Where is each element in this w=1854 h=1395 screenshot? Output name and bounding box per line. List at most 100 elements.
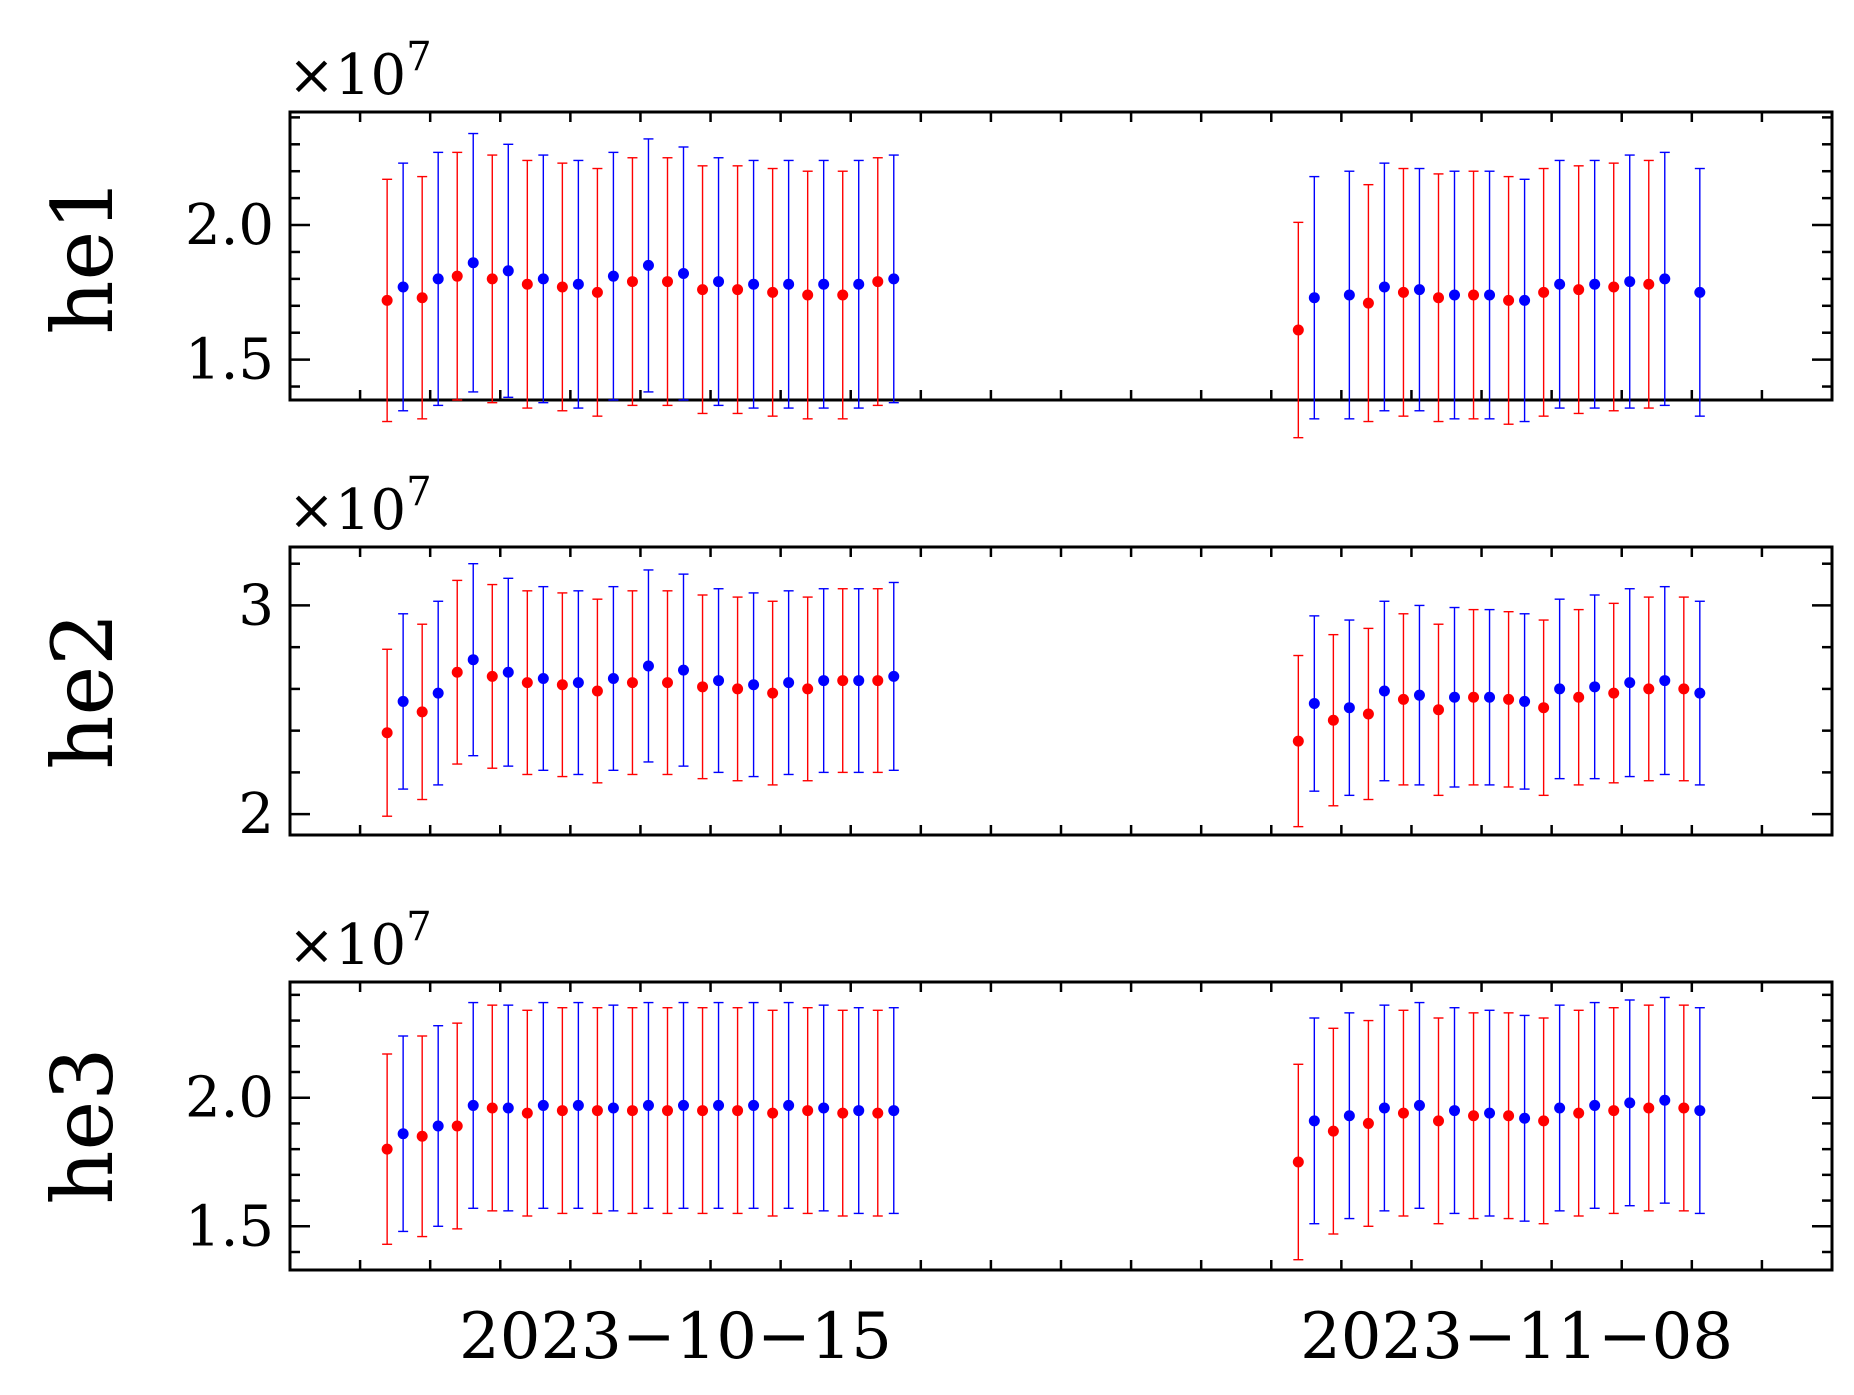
- data-point: [802, 289, 814, 301]
- data-point: [872, 675, 884, 687]
- y-tick-label: 2: [238, 782, 274, 847]
- panel-he1: 1.5 2.0 he1 ×107: [34, 34, 1834, 439]
- data-point: [748, 679, 760, 691]
- data-point: [642, 1099, 654, 1111]
- data-point: [767, 286, 779, 298]
- data-point: [1449, 289, 1460, 301]
- data-point: [642, 259, 654, 271]
- data-point: [572, 1099, 584, 1111]
- data-point: [837, 1107, 849, 1119]
- series-blue: [397, 562, 1706, 797]
- data-point: [1554, 1102, 1566, 1114]
- data-point: [397, 1128, 409, 1140]
- data-point: [1554, 683, 1566, 695]
- data-point: [591, 1105, 603, 1117]
- data-point: [1413, 689, 1425, 701]
- data-point: [1378, 281, 1390, 293]
- data-point: [1397, 286, 1409, 298]
- data-point: [1573, 1107, 1585, 1119]
- data-point: [416, 1130, 428, 1142]
- data-point: [1433, 1115, 1444, 1127]
- data-point: [1538, 286, 1550, 298]
- data-point: [748, 278, 760, 290]
- data-point: [1538, 1115, 1550, 1127]
- x-tick-label: 2023−11−08: [1300, 1300, 1733, 1374]
- data-point: [888, 1105, 900, 1117]
- data-point: [713, 276, 725, 288]
- data-point: [1538, 702, 1550, 714]
- data-point: [1678, 1102, 1690, 1114]
- data-point: [416, 292, 428, 304]
- y-tick-label: 2.0: [185, 1066, 274, 1131]
- data-point: [1308, 292, 1320, 304]
- data-point: [1397, 1107, 1409, 1119]
- data-point: [1643, 1102, 1655, 1114]
- data-point: [642, 660, 654, 672]
- data-point: [1449, 1105, 1460, 1117]
- data-point: [853, 675, 865, 687]
- data-point: [486, 670, 498, 682]
- data-point: [1484, 691, 1496, 703]
- data-point: [1503, 1110, 1515, 1122]
- data-point: [1659, 675, 1671, 687]
- data-point: [697, 681, 709, 693]
- data-point: [1413, 1099, 1425, 1111]
- data-point: [1362, 708, 1374, 720]
- series-red: [381, 579, 1690, 828]
- data-point: [502, 265, 514, 277]
- data-point: [1292, 735, 1304, 747]
- data-point: [1378, 685, 1390, 697]
- data-point: [1589, 278, 1601, 290]
- data-point: [853, 278, 865, 290]
- data-point: [1327, 714, 1339, 726]
- data-point: [537, 273, 549, 285]
- offset-text: ×107: [288, 904, 432, 978]
- data-point: [888, 670, 900, 682]
- data-point: [572, 278, 584, 290]
- data-point: [1484, 289, 1496, 301]
- data-point: [888, 273, 900, 285]
- data-point: [432, 273, 444, 285]
- data-point: [818, 675, 830, 687]
- data-point: [1659, 273, 1671, 285]
- data-point: [767, 687, 779, 699]
- data-point: [1484, 1107, 1496, 1119]
- y-tick-label: 1.5: [185, 1194, 274, 1259]
- data-point: [1519, 1112, 1531, 1124]
- series-blue: [397, 132, 1706, 423]
- data-point: [872, 1107, 884, 1119]
- data-point: [397, 281, 409, 293]
- data-point: [1503, 693, 1515, 705]
- data-point: [1573, 284, 1585, 296]
- data-point: [1678, 683, 1690, 695]
- data-point: [853, 1105, 865, 1117]
- data-point: [1468, 691, 1480, 703]
- data-point: [1624, 276, 1636, 288]
- data-point: [467, 1099, 479, 1111]
- data-point: [1554, 278, 1566, 290]
- series-red: [381, 1004, 1690, 1261]
- data-point: [1643, 683, 1655, 695]
- axes-frame: [288, 545, 1834, 837]
- data-point: [1413, 284, 1425, 296]
- offset-text: ×107: [288, 469, 432, 543]
- series-red: [381, 151, 1655, 439]
- data-point: [1433, 704, 1444, 716]
- data-point: [1433, 292, 1444, 304]
- data-point: [521, 677, 533, 689]
- data-point: [1362, 1117, 1374, 1129]
- data-point: [467, 654, 479, 666]
- data-point: [1589, 1099, 1601, 1111]
- data-point: [521, 278, 533, 290]
- data-point: [607, 270, 619, 282]
- data-point: [521, 1107, 533, 1119]
- data-point: [1608, 1105, 1620, 1117]
- data-point: [697, 284, 709, 296]
- data-point: [502, 666, 514, 678]
- axes-frame: [288, 110, 1834, 402]
- data-point: [662, 276, 673, 288]
- data-point: [607, 672, 619, 684]
- series-blue: [397, 996, 1706, 1233]
- data-point: [837, 289, 849, 301]
- data-point: [1397, 693, 1409, 705]
